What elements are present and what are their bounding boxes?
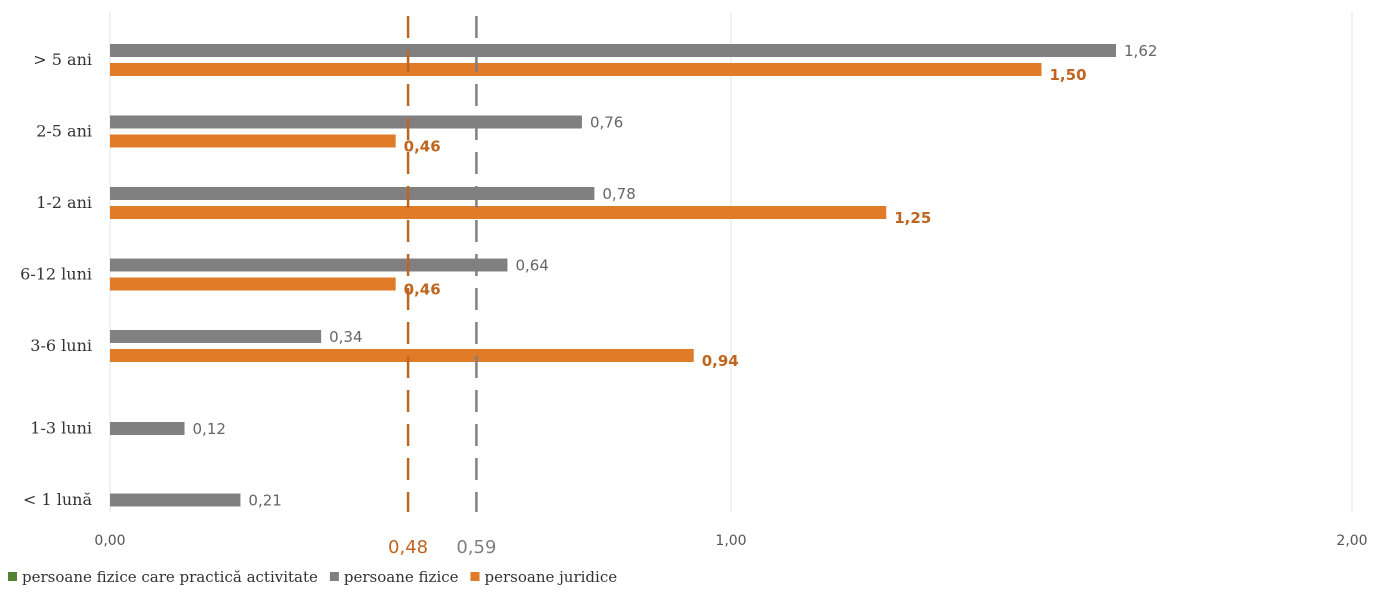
data-label-persoane-fizice-5: 0,12 xyxy=(193,420,226,438)
category-label-0: > 5 ani xyxy=(33,50,92,69)
data-label-persoane-juridice-4: 0,94 xyxy=(702,352,739,370)
bar-persoane-fizice-0 xyxy=(110,44,1117,57)
legend: persoane fizice care practică activitate… xyxy=(8,568,617,586)
x-tick-label-1: 1,00 xyxy=(715,533,746,549)
bar-persoane-juridice-1 xyxy=(110,134,396,148)
reference-label-0: 0,48 xyxy=(388,537,428,558)
bar-persoane-fizice-4 xyxy=(110,330,322,343)
data-label-persoane-fizice-4: 0,34 xyxy=(329,328,362,346)
bar-persoane-fizice-1 xyxy=(110,115,582,129)
category-label-1: 2-5 ani xyxy=(36,122,92,141)
data-label-persoane-juridice-3: 0,46 xyxy=(404,281,441,299)
data-label-persoane-fizice-2: 0,78 xyxy=(602,185,635,203)
labels-layer: 0,00 1,00 2,00 > 5 ani 1,62 1,50 2-5 ani 0,76 0,… xyxy=(20,42,1367,558)
category-label-3: 6-12 luni xyxy=(20,265,92,284)
data-label-persoane-fizice-1: 0,76 xyxy=(590,114,623,132)
bar-persoane-juridice-3 xyxy=(110,277,396,291)
x-tick-label-0: 0,00 xyxy=(94,533,125,549)
legend-entry-0: persoane fizice care practică activitate xyxy=(22,568,318,586)
category-label-2: 1-2 ani xyxy=(36,193,92,212)
data-label-persoane-juridice-2: 1,25 xyxy=(894,209,931,227)
data-label-persoane-fizice-0: 1,62 xyxy=(1124,42,1157,60)
legend-swatch-2 xyxy=(470,572,480,581)
bar-persoane-juridice-2 xyxy=(110,206,887,219)
data-label-persoane-fizice-6: 0,21 xyxy=(248,492,281,510)
bar-persoane-fizice-5 xyxy=(110,422,185,435)
category-label-6: < 1 lună xyxy=(23,490,92,509)
data-label-persoane-fizice-3: 0,64 xyxy=(515,257,548,275)
legend-swatch-1 xyxy=(329,572,339,581)
category-label-5: 1-3 luni xyxy=(30,419,92,438)
bar-persoane-fizice-3 xyxy=(110,258,508,272)
reference-label-1: 0,59 xyxy=(456,537,496,558)
data-label-persoane-juridice-0: 1,50 xyxy=(1050,66,1087,84)
reference-lines-layer xyxy=(406,16,478,512)
bar-persoane-fizice-2 xyxy=(110,187,595,200)
legend-entry-2: persoane juridice xyxy=(485,568,618,586)
x-tick-label-2: 2,00 xyxy=(1336,533,1367,549)
legend-entry-1: persoane fizice xyxy=(344,568,459,586)
bar-persoane-juridice-4 xyxy=(110,349,694,362)
bar-persoane-fizice-6 xyxy=(110,493,241,507)
bar-persoane-juridice-0 xyxy=(110,63,1042,76)
data-label-persoane-juridice-1: 0,46 xyxy=(404,138,441,156)
legend-swatch-0 xyxy=(8,572,17,581)
category-label-4: 3-6 luni xyxy=(30,336,92,355)
